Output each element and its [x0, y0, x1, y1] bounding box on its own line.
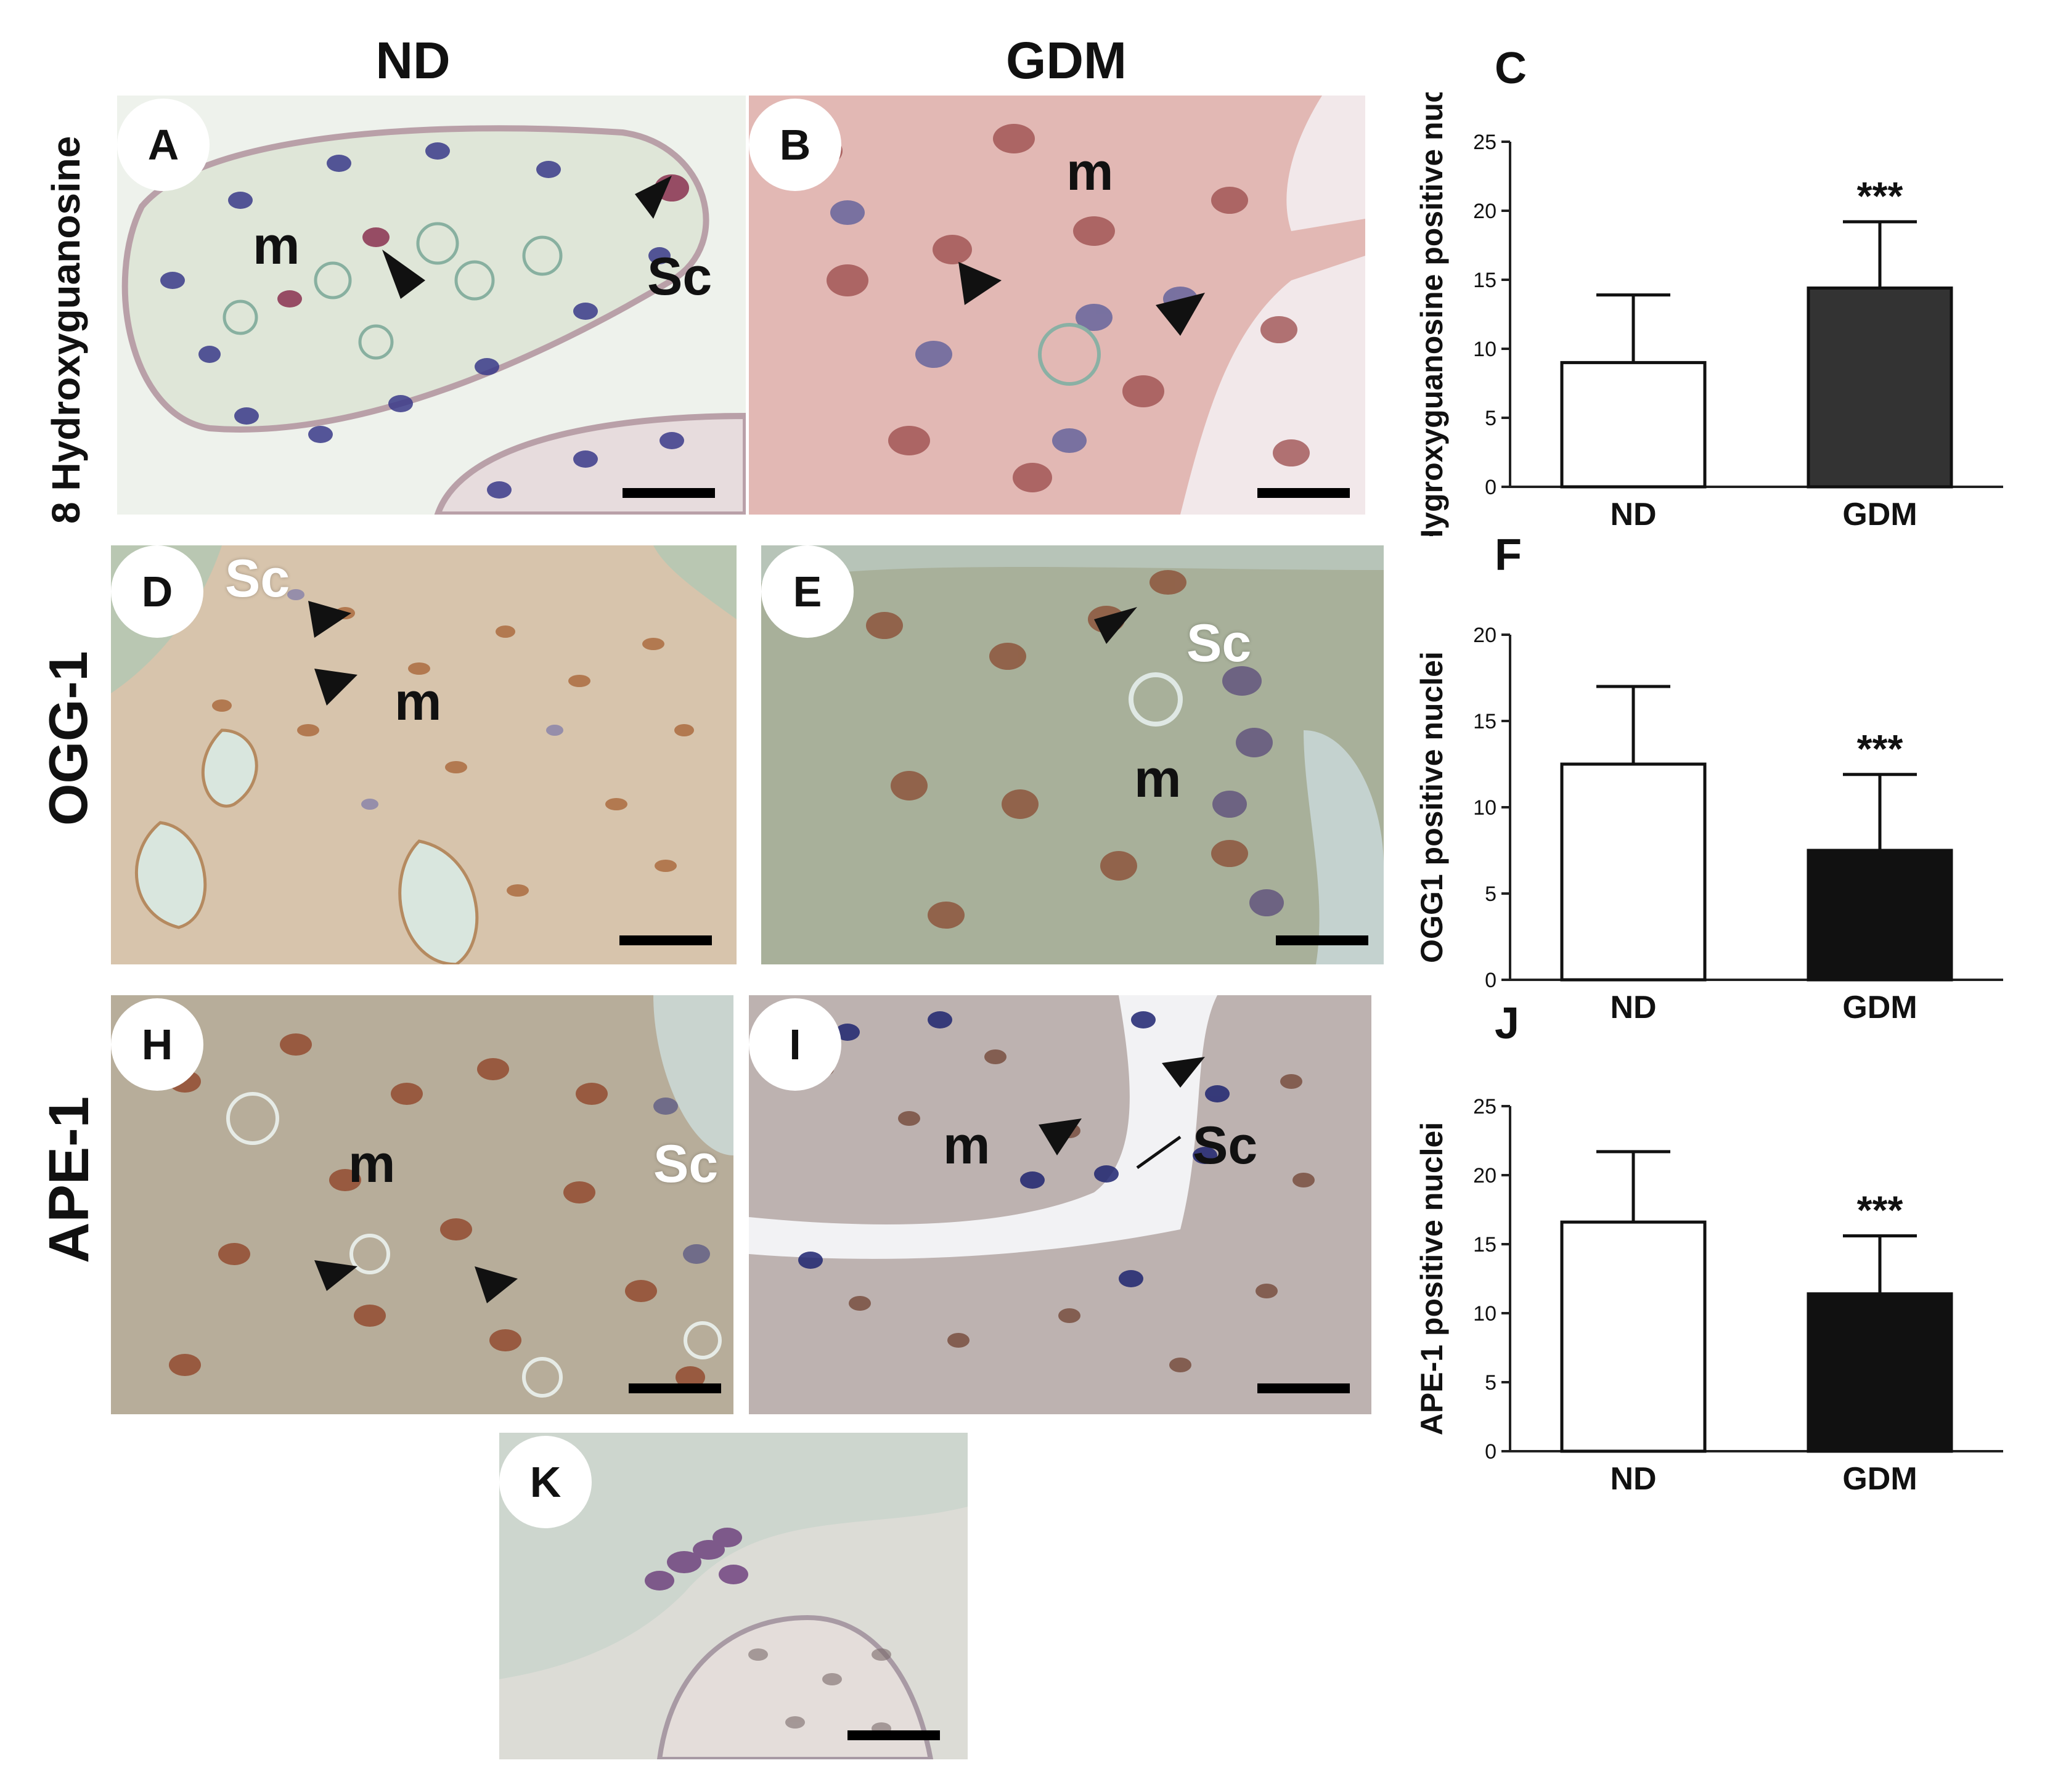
scale-bar — [623, 488, 715, 498]
x-tick-label: GDM — [1842, 497, 1917, 532]
panel-label-b: B — [749, 99, 841, 191]
x-tick-label: ND — [1610, 990, 1656, 1025]
y-tick-label: 15 — [1473, 1233, 1497, 1256]
y-axis-label: 8 Hygroxyguanosine positive nuclei — [1415, 92, 1449, 536]
significance-label: *** — [1857, 174, 1903, 218]
label-mesenchyme: m — [253, 216, 300, 275]
y-tick-label: 15 — [1473, 710, 1497, 733]
micrograph-d — [111, 545, 737, 964]
y-tick-label: 5 — [1485, 407, 1497, 430]
chart-panel-letter-f: F — [1495, 531, 1522, 580]
column-header-gdm: GDM — [1006, 31, 1127, 89]
chart-panel-letter-j: J — [1495, 999, 1520, 1048]
micrograph-i-image — [749, 995, 1371, 1414]
bar-chart-c-svg: 0 5 10 15 20 25 8 Hygroxyguanosine positive nu… — [1415, 51, 2003, 577]
label-syncytiotrophoblast: Sc — [1193, 1116, 1258, 1175]
y-tick-label: 10 — [1473, 796, 1497, 820]
arrowhead-icon — [314, 669, 357, 706]
y-axis-label: OGG1 positive nuclei — [1415, 651, 1449, 963]
label-mesenchyme: m — [1066, 142, 1114, 202]
y-tick-label: 15 — [1473, 269, 1497, 292]
micrograph-b-image — [749, 96, 1365, 515]
arrowhead-icon — [475, 1266, 518, 1303]
scale-bar — [619, 935, 712, 945]
label-mesenchyme: m — [348, 1134, 396, 1194]
micrograph-h-image — [111, 995, 733, 1414]
y-tick-label: 10 — [1473, 338, 1497, 361]
bar — [1807, 849, 1953, 982]
micrograph-e-image — [761, 545, 1384, 964]
y-tick-label: 0 — [1485, 969, 1497, 992]
label-mesenchyme: m — [394, 672, 442, 731]
y-tick-label: 0 — [1485, 1440, 1497, 1464]
arrowhead-icon — [382, 250, 425, 299]
bar — [1807, 286, 1953, 489]
micrograph-a-image — [117, 96, 746, 515]
arrowhead-icon — [635, 176, 672, 219]
arrowhead-icon — [1094, 607, 1137, 644]
panel-label-k: K — [499, 1436, 592, 1528]
y-tick-label: 0 — [1485, 476, 1497, 499]
x-tick-label: ND — [1610, 1461, 1656, 1497]
label-syncytiotrophoblast: Sc — [1186, 614, 1252, 673]
scale-bar — [1257, 488, 1350, 498]
bar — [1560, 1220, 1707, 1453]
arrowhead-icon — [314, 1260, 357, 1291]
y-tick-label: 5 — [1485, 882, 1497, 906]
y-tick-label: 20 — [1473, 200, 1497, 223]
micrograph-e — [761, 545, 1384, 964]
bar-chart-j-svg: 0 5 10 15 20 25 APE-1 positive nuclei ND GDM *** — [1415, 1095, 2003, 1497]
arrowhead-icon — [308, 601, 351, 638]
y-tick-label: 5 — [1485, 1371, 1497, 1395]
micrograph-h — [111, 995, 733, 1414]
y-tick-label: 10 — [1473, 1302, 1497, 1326]
micrograph-d-image — [111, 545, 737, 964]
bar-chart-j: 0 5 10 15 20 25 APE-1 positive nuclei ND GDM *** — [1393, 1057, 2034, 1501]
bar — [1807, 1292, 1953, 1453]
bar — [1560, 762, 1707, 982]
y-axis-label: APE-1 positive nuclei — [1415, 1122, 1449, 1435]
y-tick-label: 25 — [1473, 1095, 1497, 1118]
arrowhead-icon — [1039, 1118, 1082, 1155]
pointer-line — [1136, 1135, 1182, 1170]
row-label-8-hydroxyguanosine: 8 Hydroxyguanosine — [44, 136, 88, 524]
y-tick-label: 20 — [1473, 1164, 1497, 1187]
x-tick-label: ND — [1610, 497, 1656, 532]
label-syncytiotrophoblast: Sc — [647, 247, 713, 306]
panel-label-h: H — [111, 998, 203, 1091]
bar-chart-f: 0 5 10 15 20 OGG1 positive nuclei ND GDM *** — [1393, 585, 2034, 1029]
arrowhead-icon — [958, 262, 1002, 305]
bar-chart-c: 0 5 10 15 20 25 8 Hygroxyguanosine positive nu… — [1393, 51, 2034, 577]
micrograph-a — [117, 96, 746, 515]
column-header-nd: ND — [375, 31, 451, 89]
panel-label-e: E — [761, 545, 854, 638]
scale-bar — [847, 1730, 940, 1740]
row-label-ape1: APE-1 — [38, 1096, 100, 1263]
significance-label: *** — [1857, 727, 1903, 771]
y-tick-label: 20 — [1473, 624, 1497, 647]
label-mesenchyme: m — [943, 1116, 990, 1175]
micrograph-b — [749, 96, 1365, 515]
scale-bar — [629, 1383, 721, 1393]
label-mesenchyme: m — [1134, 749, 1182, 808]
arrowhead-icon — [1156, 293, 1205, 336]
y-tick-label: 25 — [1473, 131, 1497, 154]
label-syncytiotrophoblast: Sc — [653, 1134, 719, 1194]
x-tick-label: GDM — [1842, 990, 1917, 1025]
significance-label: *** — [1857, 1188, 1903, 1232]
label-syncytiotrophoblast: Sc — [225, 549, 290, 608]
arrowhead-icon — [1162, 1057, 1205, 1088]
panel-label-i: I — [749, 998, 841, 1091]
micrograph-i — [749, 995, 1371, 1414]
bar-chart-f-svg: 0 5 10 15 20 OGG1 positive nuclei ND GDM *** — [1415, 624, 2003, 1025]
scale-bar — [1257, 1383, 1350, 1393]
x-tick-label: GDM — [1842, 1461, 1917, 1497]
row-label-ogg1: OGG-1 — [38, 651, 99, 826]
panel-label-d: D — [111, 545, 203, 638]
panel-label-a: A — [117, 99, 210, 191]
chart-panel-letter-c: C — [1495, 44, 1527, 93]
scale-bar — [1276, 935, 1368, 945]
bar — [1560, 360, 1707, 489]
